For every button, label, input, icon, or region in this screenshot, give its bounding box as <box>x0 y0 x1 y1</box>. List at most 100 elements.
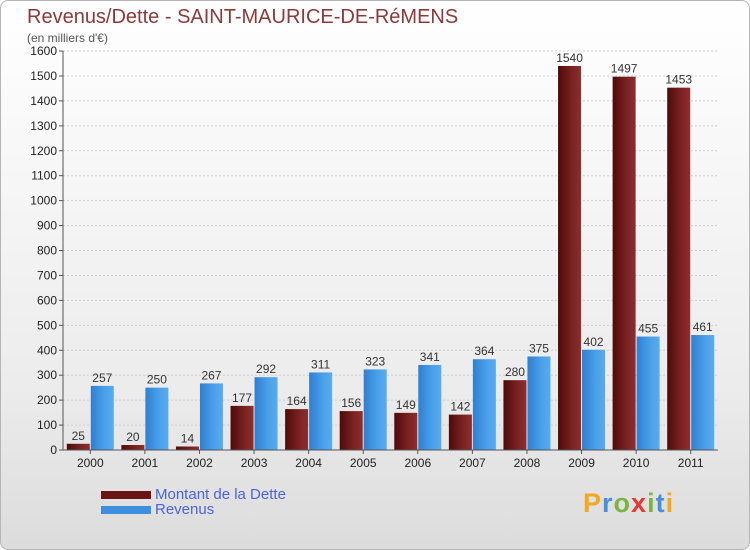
y-tick-label: 1600 <box>30 44 57 58</box>
x-tick-label: 2007 <box>459 456 486 470</box>
bar-revenus <box>636 336 660 450</box>
logo-letter: P <box>583 488 603 518</box>
proxiti-logo: Proxiti <box>583 488 674 519</box>
bar-dette <box>612 76 636 451</box>
bar-revenus <box>582 349 606 450</box>
bar-dette <box>175 446 199 450</box>
logo-letter: o <box>613 488 632 518</box>
x-tick-label: 2009 <box>568 456 595 470</box>
data-label: 156 <box>341 396 361 410</box>
y-axis: 0 100 200 300 400 500 600 700 800 900 1000 1100 1200… <box>30 44 64 457</box>
x-tick-label: 2004 <box>295 456 322 470</box>
bar-dette <box>230 405 254 450</box>
data-label: 402 <box>584 335 604 349</box>
y-tick-label: 1100 <box>31 169 57 183</box>
data-label: 323 <box>365 354 385 368</box>
logo-letter: i <box>647 488 656 518</box>
data-label: 1540 <box>556 51 583 65</box>
logo-letter: x <box>631 488 648 518</box>
data-label: 25 <box>72 429 86 443</box>
data-label: 1453 <box>665 73 692 87</box>
y-tick-label: 700 <box>37 268 57 282</box>
bar-revenus <box>418 364 442 450</box>
bar-revenus <box>145 387 169 450</box>
bar-revenus <box>254 377 278 450</box>
bar-dette <box>558 65 582 451</box>
y-tick-label: 300 <box>37 368 57 382</box>
data-label: 257 <box>92 371 112 385</box>
data-label: 1497 <box>611 62 638 76</box>
bar-dette <box>121 445 145 450</box>
x-axis: 2000 2001 2002 2003 2004 2005 2006 2007 2008 2009… <box>63 449 718 470</box>
data-label: 14 <box>181 432 195 446</box>
bar-dette <box>667 87 691 450</box>
logo-letter: i <box>665 488 675 518</box>
y-tick-label: 1300 <box>30 119 57 133</box>
x-tick-label: 2010 <box>623 456 650 470</box>
data-label: 177 <box>232 391 252 405</box>
data-label: 164 <box>287 394 307 408</box>
data-label: 364 <box>474 344 494 358</box>
data-label: 280 <box>505 365 525 379</box>
logo-letter: t <box>655 488 666 518</box>
y-tick-label: 900 <box>37 219 57 233</box>
data-label: 149 <box>396 398 416 412</box>
data-label: 267 <box>201 368 221 382</box>
bar-revenus <box>472 359 496 450</box>
bar-revenus <box>90 385 114 450</box>
y-tick-label: 800 <box>37 244 57 258</box>
data-label: 311 <box>311 357 330 371</box>
y-tick-label: 1500 <box>30 69 57 83</box>
x-tick-label: 2006 <box>404 456 431 470</box>
bar-revenus <box>527 356 551 450</box>
logo-letter: r <box>602 488 614 518</box>
legend-label-revenus: Revenus <box>155 501 215 518</box>
x-tick-label: 2003 <box>241 456 268 470</box>
data-label: 461 <box>693 320 713 334</box>
x-tick-label: 2001 <box>132 456 159 470</box>
legend-item-dette: Montant de la Dette <box>101 486 286 503</box>
bar-dette <box>66 443 90 450</box>
data-label: 455 <box>638 322 658 336</box>
x-tick-label: 2000 <box>77 456 104 470</box>
y-tick-label: 100 <box>37 418 57 432</box>
data-label: 142 <box>450 400 470 414</box>
bar-dette <box>339 411 363 450</box>
bar-revenus <box>363 369 387 450</box>
x-tick-label: 2011 <box>678 456 704 470</box>
bar-dette <box>448 414 472 450</box>
data-label: 292 <box>256 362 276 376</box>
y-tick-label: 0 <box>50 443 57 457</box>
legend-swatch-revenus <box>101 505 151 514</box>
data-label: 375 <box>529 341 549 355</box>
bar-revenus <box>199 383 223 450</box>
bar-dette <box>394 412 418 450</box>
y-tick-label: 200 <box>37 393 57 407</box>
y-tick-label: 600 <box>37 293 57 307</box>
y-tick-label: 1400 <box>30 94 57 108</box>
legend-swatch-dette <box>101 490 151 499</box>
bar-dette <box>285 409 309 450</box>
grid-lines <box>63 50 718 451</box>
bars: 25 257 20 250 14 267 177 292 164 311 156 323 149 341 1… <box>66 51 715 451</box>
legend-label-dette: Montant de la Dette <box>155 486 286 503</box>
bar-revenus <box>691 335 715 450</box>
legend: Montant de la Dette Revenus <box>101 486 286 518</box>
data-label: 20 <box>126 430 140 444</box>
y-tick-label: 500 <box>37 318 57 332</box>
y-tick-label: 1000 <box>30 194 57 208</box>
bar-revenus <box>309 372 333 450</box>
chart-title: Revenus/Dette - SAINT-MAURICE-DE-RéMENS <box>27 6 459 28</box>
data-label: 250 <box>147 373 167 387</box>
chart-subtitle: (en milliers d'€) <box>27 31 108 45</box>
bar-dette <box>503 380 527 450</box>
x-tick-label: 2005 <box>350 456 377 470</box>
y-tick-label: 400 <box>37 343 57 357</box>
x-tick-label: 2008 <box>514 456 541 470</box>
legend-item-revenus: Revenus <box>101 501 286 518</box>
data-label: 341 <box>420 350 440 364</box>
x-tick-label: 2002 <box>186 456 213 470</box>
y-tick-label: 1200 <box>30 144 57 158</box>
